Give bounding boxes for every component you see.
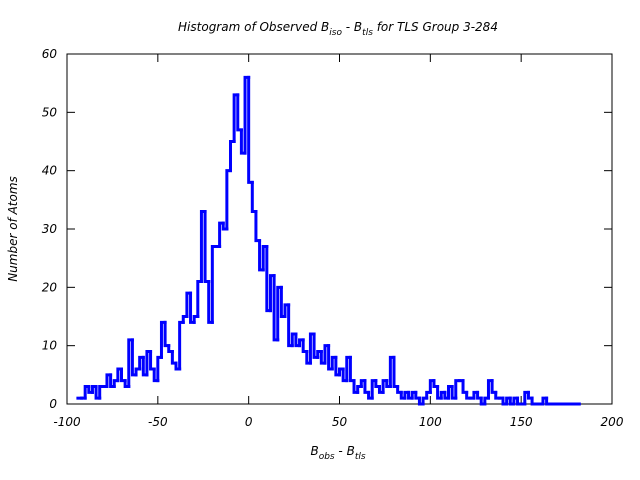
histogram-step (236, 93, 243, 132)
histogram-step (149, 350, 156, 371)
histogram-step (203, 210, 211, 283)
y-tick-label: 0 (49, 397, 57, 411)
y-tick-label: 60 (42, 47, 58, 61)
x-tick-label: 50 (332, 415, 348, 429)
histogram-step (392, 355, 400, 388)
histogram-step (178, 320, 185, 371)
y-tick-label: 10 (42, 339, 58, 353)
histogram-step (229, 140, 236, 173)
histogram-step (163, 320, 171, 348)
histogram-step (196, 280, 203, 318)
histogram-step (156, 355, 163, 383)
histogram-step (247, 75, 254, 184)
histogram-step (363, 379, 371, 394)
y-axis-label: Number of Atoms (6, 176, 20, 282)
x-tick-label: 150 (510, 415, 533, 429)
text-part: - B (335, 444, 355, 458)
chart-title: Histogram of Observed Biso - Btls for TL… (178, 20, 498, 38)
subscript: tls (362, 28, 373, 38)
histogram-step (120, 367, 127, 383)
histogram-step (98, 385, 105, 400)
histogram-step (210, 245, 218, 324)
histogram-step (454, 379, 461, 400)
x-tick-label: -100 (53, 415, 81, 429)
subscript: iso (329, 28, 342, 38)
histogram-step (250, 180, 258, 213)
y-tick-label: 40 (42, 164, 58, 178)
histogram-step (254, 210, 262, 243)
y-tick-label: 30 (42, 222, 58, 236)
histogram-step (225, 169, 232, 231)
text-part: B (310, 444, 318, 458)
x-tick-label: 200 (601, 415, 624, 429)
subscript: tls (355, 452, 366, 462)
histogram-step (461, 379, 469, 394)
text-part: - B (342, 20, 362, 34)
y-tick-label: 50 (42, 105, 58, 119)
text-part: for TLS Group 3-284 (373, 20, 498, 34)
histogram-step (348, 355, 356, 383)
y-tick-label: 20 (42, 280, 58, 294)
subscript: obs (319, 452, 335, 462)
histogram-step (490, 379, 498, 394)
x-axis-label: Bobs - Btls (310, 444, 365, 462)
x-tick-label: -50 (148, 415, 168, 429)
x-tick-label: 100 (419, 415, 442, 429)
x-tick-label: 0 (245, 415, 253, 429)
histogram-step (301, 338, 309, 353)
histogram-step (170, 350, 178, 365)
text-part: Histogram of Observed B (178, 20, 329, 34)
